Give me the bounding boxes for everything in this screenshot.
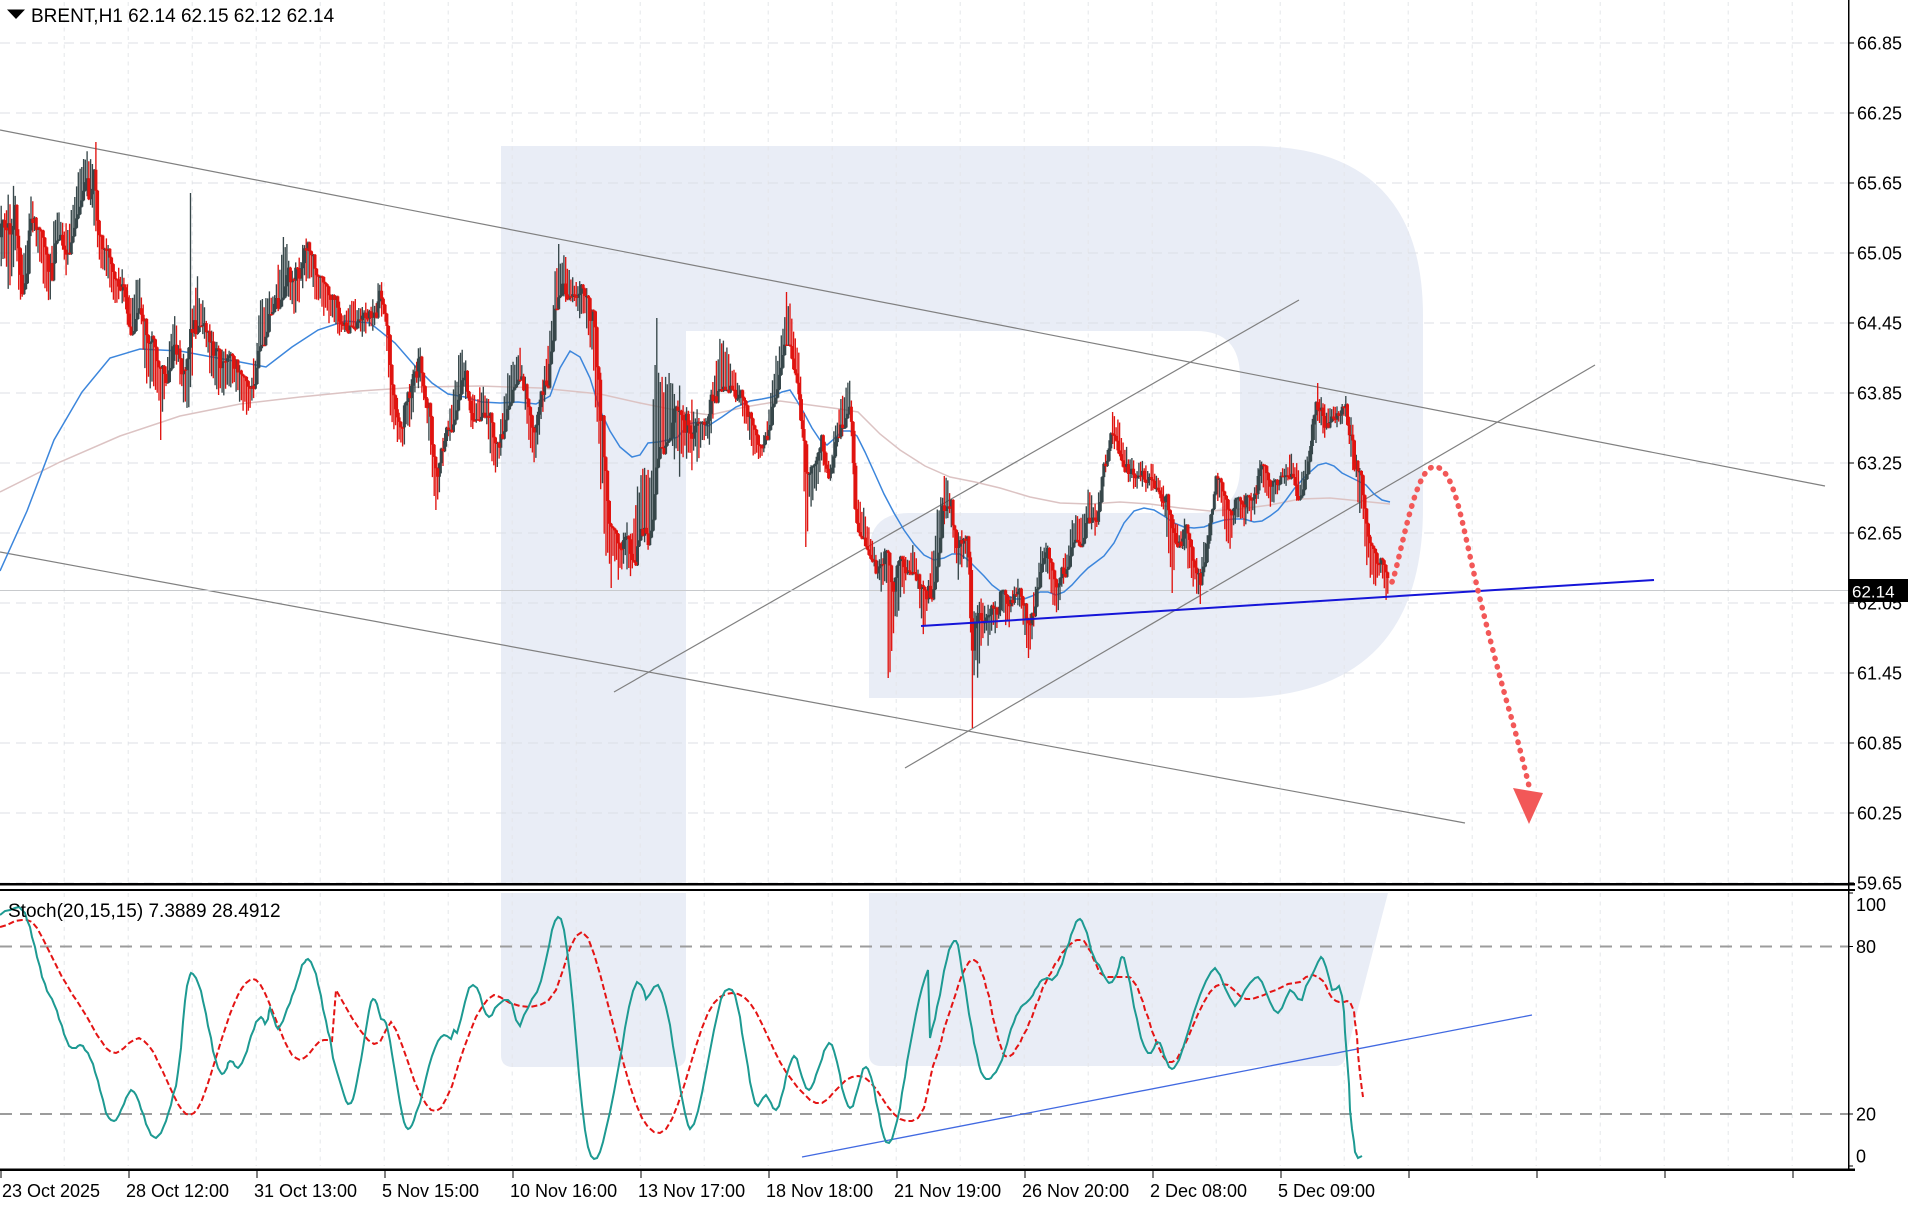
svg-text:10 Nov 16:00: 10 Nov 16:00: [510, 1181, 617, 1201]
svg-text:63.25: 63.25: [1857, 454, 1902, 474]
svg-text:2 Dec 08:00: 2 Dec 08:00: [1150, 1181, 1247, 1201]
svg-text:66.25: 66.25: [1857, 104, 1902, 124]
svg-text:59.65: 59.65: [1857, 874, 1902, 894]
svg-text:18 Nov 18:00: 18 Nov 18:00: [766, 1181, 873, 1201]
svg-text:62.65: 62.65: [1857, 524, 1902, 544]
svg-text:100: 100: [1856, 895, 1886, 915]
svg-text:60.25: 60.25: [1857, 804, 1902, 824]
svg-text:13 Nov 17:00: 13 Nov 17:00: [638, 1181, 745, 1201]
svg-text:80: 80: [1856, 937, 1876, 957]
svg-text:63.85: 63.85: [1857, 384, 1902, 404]
svg-text:64.45: 64.45: [1857, 314, 1902, 334]
svg-text:26 Nov 20:00: 26 Nov 20:00: [1022, 1181, 1129, 1201]
svg-text:66.85: 66.85: [1857, 34, 1902, 54]
svg-text:5 Dec 09:00: 5 Dec 09:00: [1278, 1181, 1375, 1201]
svg-text:28 Oct 12:00: 28 Oct 12:00: [126, 1181, 229, 1201]
svg-text:BRENT,H1 62.14 62.15 62.12 62: BRENT,H1 62.14 62.15 62.12 62.14: [31, 6, 335, 27]
svg-text:0: 0: [1856, 1147, 1866, 1167]
svg-text:60.85: 60.85: [1857, 734, 1902, 754]
svg-text:21 Nov 19:00: 21 Nov 19:00: [894, 1181, 1001, 1201]
svg-text:20: 20: [1856, 1105, 1876, 1125]
svg-text:62.14: 62.14: [1852, 583, 1895, 602]
svg-text:65.65: 65.65: [1857, 174, 1902, 194]
svg-text:65.05: 65.05: [1857, 244, 1902, 264]
svg-text:31 Oct 13:00: 31 Oct 13:00: [254, 1181, 357, 1201]
svg-text:23 Oct 2025: 23 Oct 2025: [2, 1181, 100, 1201]
svg-text:5 Nov 15:00: 5 Nov 15:00: [382, 1181, 479, 1201]
svg-text:61.45: 61.45: [1857, 664, 1902, 684]
svg-text:Stoch(20,15,15) 7.3889 28.4912: Stoch(20,15,15) 7.3889 28.4912: [8, 901, 281, 922]
